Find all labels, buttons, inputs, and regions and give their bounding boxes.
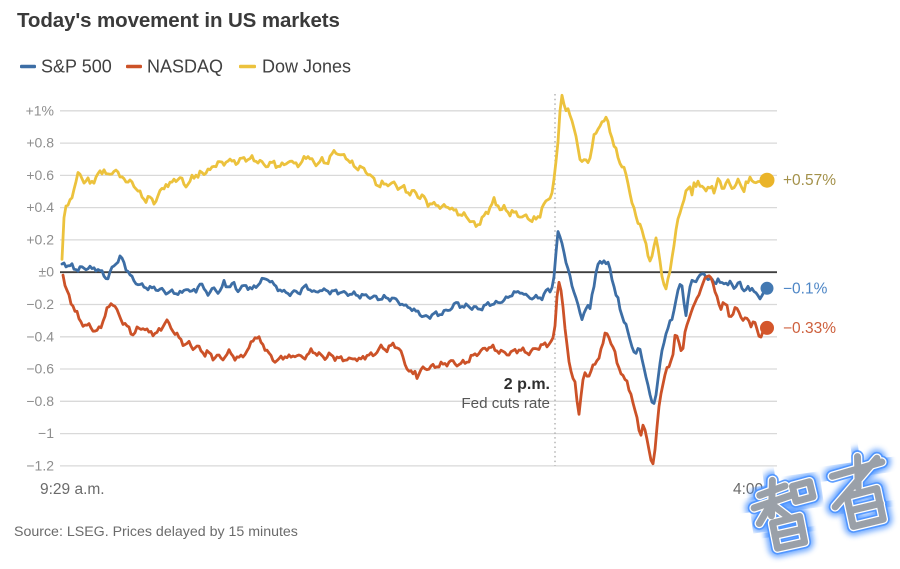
svg-text:S&P 500: S&P 500 — [41, 57, 112, 77]
svg-text:+0.8: +0.8 — [26, 135, 54, 151]
svg-text:NASDAQ: NASDAQ — [147, 57, 223, 77]
svg-text:Fed cuts rate: Fed cuts rate — [461, 395, 550, 412]
svg-text:−1: −1 — [38, 425, 54, 441]
svg-text:2 p.m.: 2 p.m. — [504, 376, 550, 393]
svg-text:+0.2: +0.2 — [26, 231, 54, 247]
svg-text:+0.6: +0.6 — [26, 167, 54, 183]
svg-text:−0.1%: −0.1% — [783, 280, 828, 297]
svg-text:−0.2: −0.2 — [26, 296, 54, 312]
svg-text:+0.4: +0.4 — [26, 199, 54, 215]
svg-text:+1%: +1% — [26, 102, 54, 118]
svg-text:±0: ±0 — [39, 264, 55, 280]
svg-text:−0.4: −0.4 — [26, 328, 54, 344]
svg-text:Today's movement in US markets: Today's movement in US markets — [17, 9, 340, 32]
svg-text:−0.33%: −0.33% — [783, 320, 836, 337]
svg-text:Dow Jones: Dow Jones — [262, 57, 351, 77]
svg-text:−1.2: −1.2 — [26, 457, 54, 473]
svg-text:−0.8: −0.8 — [26, 393, 54, 409]
svg-text:+0.57%: +0.57% — [783, 172, 836, 189]
svg-text:9:29 a.m.: 9:29 a.m. — [40, 481, 105, 498]
svg-text:Source: LSEG. Prices delayed b: Source: LSEG. Prices delayed by 15 minut… — [14, 524, 298, 540]
svg-text:−0.6: −0.6 — [26, 361, 54, 377]
